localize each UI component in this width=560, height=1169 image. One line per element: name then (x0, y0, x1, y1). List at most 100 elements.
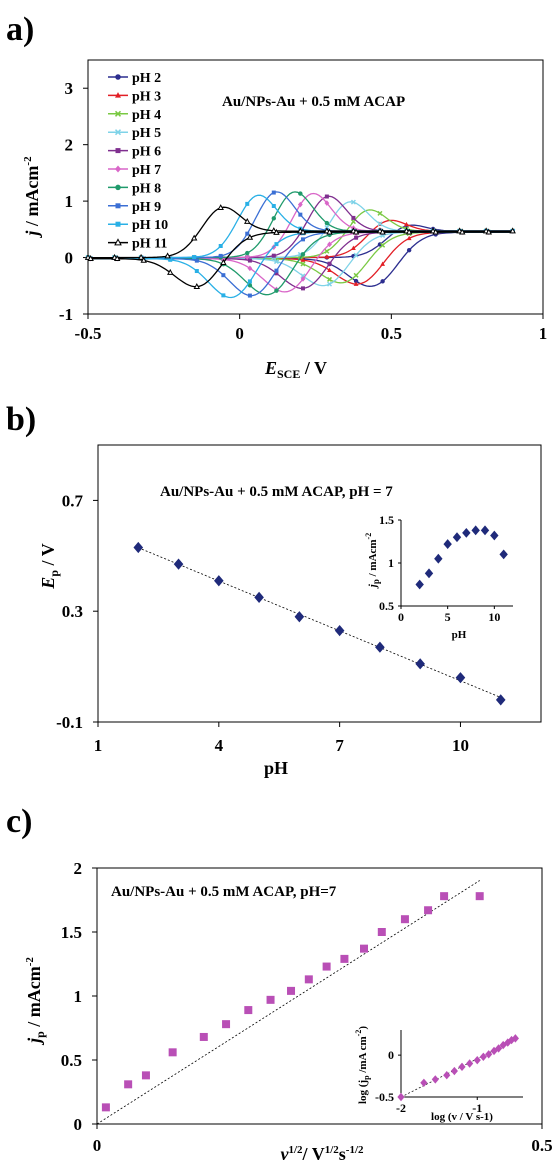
data-point (133, 541, 144, 554)
cv-marker (194, 269, 199, 274)
panel-c-series (96, 880, 484, 1125)
cv-marker (270, 227, 278, 234)
panel-a-x-axis-label: ESCE / V (264, 358, 327, 381)
x-tick-label: -0.5 (75, 324, 102, 343)
panel-c-plot-area (96, 867, 543, 1125)
y-tick-label: 2 (74, 859, 83, 878)
cv-marker (351, 245, 356, 251)
cv-marker (353, 281, 359, 286)
cv-marker (244, 217, 251, 224)
legend-marker (114, 129, 122, 136)
x-tick-label: 0 (235, 324, 244, 343)
y-tick-label: 1.5 (379, 513, 394, 527)
cv-marker (326, 276, 333, 282)
inset-data-point (450, 1066, 458, 1076)
panel-a-legend: pH 2 pH 3 pH 4 pH 5 pH 6 pH 7 pH 8 pH 9 pH 10 pH … (108, 71, 168, 252)
inset-data-point (397, 1092, 405, 1102)
cv-marker (485, 228, 493, 235)
panel-b: b) 1 4 7 10-0.10.30.7 Au/NPs-Au + 0.5 mM AC… (6, 401, 542, 778)
cv-marker (327, 241, 332, 248)
panel-c-y-axis-label: jp / mAcm-2 (24, 957, 47, 1046)
cv-marker (247, 293, 252, 298)
data-point (168, 1048, 177, 1057)
panel-c-annotation: Au/NPs-Au + 0.5 mM ACAP, pH=7 (111, 884, 337, 900)
y-tick-label: 1 (388, 556, 394, 570)
cv-marker (327, 267, 332, 272)
y-tick-label: 1 (65, 192, 74, 211)
cv-marker (221, 273, 226, 278)
x-tick-label: 1 (539, 324, 548, 343)
cv-marker (324, 200, 330, 206)
y-tick-label: 0.5 (61, 1051, 82, 1070)
data-point (340, 954, 349, 963)
data-point (377, 928, 386, 936)
inset-data-point (462, 528, 471, 538)
y-tick-label: 0.3 (62, 602, 83, 621)
inset-data-point (499, 549, 508, 560)
data-point (475, 892, 484, 901)
inset-data-point (466, 1059, 474, 1068)
data-point (360, 944, 368, 953)
cv-marker (432, 228, 439, 235)
panel-c-label: c) (6, 803, 32, 840)
inset-data-point (452, 532, 462, 543)
cv-marker (218, 243, 223, 248)
cv-marker (379, 228, 386, 235)
cv-marker (300, 261, 306, 267)
cv-marker (354, 235, 359, 240)
x-tick-label: 10 (452, 736, 469, 755)
data-point (173, 558, 184, 570)
y-tick-label: -0.5 (375, 1090, 394, 1104)
data-point (214, 575, 224, 587)
x-tick-label: -1 (472, 1101, 482, 1115)
y-tick-label: 0.7 (62, 491, 84, 510)
cv-marker (190, 234, 198, 241)
panel-c-inset-y-label: log (jp /mA cm-2) (354, 1026, 371, 1104)
cv-marker (406, 247, 412, 253)
legend-label: pH 4 (132, 108, 161, 123)
data-point (334, 624, 345, 637)
cv-marker (298, 191, 303, 196)
cv-marker (406, 235, 412, 241)
cv-marker (137, 253, 145, 260)
cv-marker (167, 268, 174, 275)
cv-marker (274, 271, 279, 276)
inset-data-point (458, 1062, 466, 1072)
cv-marker (246, 233, 254, 240)
legend-marker (115, 92, 121, 98)
data-point (322, 962, 331, 971)
cv-marker (458, 228, 466, 235)
cv-marker (353, 252, 359, 258)
cv-marker (300, 276, 306, 282)
cv-marker (273, 259, 279, 265)
panel-b-inset-y-label: jp / mAcm-2 (364, 533, 381, 589)
data-point (254, 591, 264, 603)
cv-marker (245, 250, 250, 256)
inset-data-point (485, 1050, 493, 1059)
panel-c-x-axis-label: v1/2/ V1/2s-1/2 (280, 1144, 364, 1164)
data-point (440, 892, 449, 901)
cv-marker (221, 293, 226, 298)
x-tick-label: 0.5 (531, 1136, 552, 1155)
cv-marker (244, 254, 250, 260)
panel-c-axes: 0 0.5 0 0.5 1 1.5 2 (61, 859, 553, 1155)
inset-data-point (480, 525, 490, 536)
cv-marker (324, 194, 329, 199)
cv-marker (193, 283, 201, 289)
cv-marker (274, 242, 279, 247)
cv-marker (352, 228, 360, 235)
inset-data-point (443, 1071, 451, 1080)
inset-data-point (431, 1075, 439, 1084)
data-point (244, 1006, 253, 1015)
cv-marker (350, 199, 356, 205)
cv-marker (273, 228, 280, 235)
cv-marker (324, 254, 330, 259)
cv-marker (271, 190, 276, 195)
cv-marker (140, 256, 147, 263)
panel-a-label: a) (6, 11, 34, 48)
cv-marker (300, 252, 306, 257)
panel-c-inset: -2 -1 -0.5 0 (375, 1030, 523, 1115)
cv-marker (168, 257, 173, 262)
y-tick-label: 2 (65, 136, 74, 155)
